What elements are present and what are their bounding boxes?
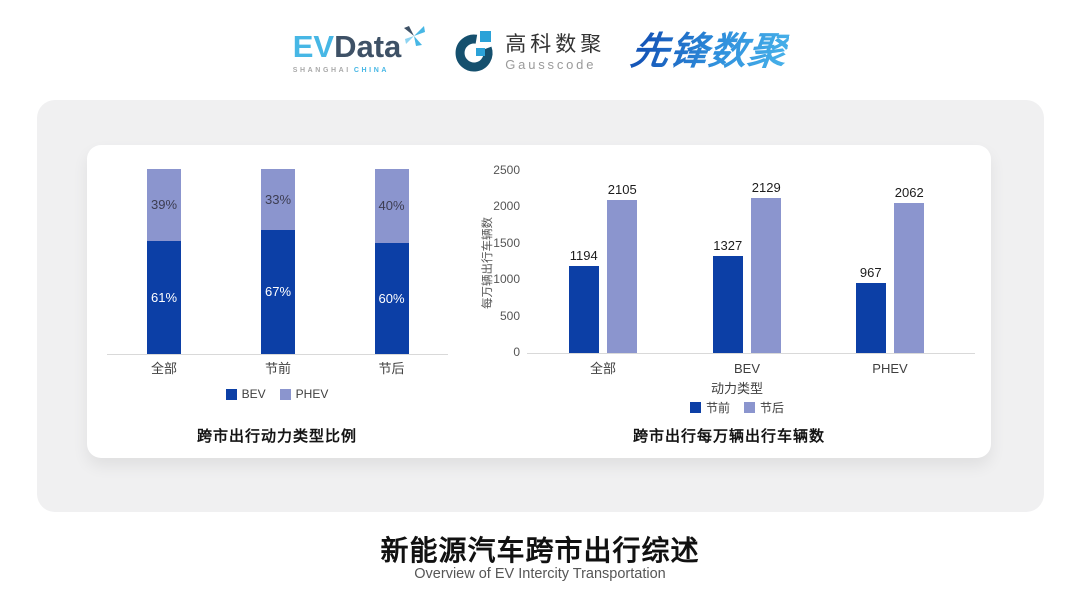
legend-phev-label: PHEV [295,387,329,401]
legend-item-pre-holiday: 节前 [689,399,730,416]
phev-swatch-icon [279,388,291,400]
pre-value-label-BEV: 1327 [713,238,743,253]
bev-value-label-节后: 60% [378,290,405,306]
right-category-label-BEV: BEV [733,361,760,376]
pinwheel-x-icon [404,26,426,46]
evdata-shanghai-text: SHANGHAI [292,67,351,74]
ytick-2500: 2500 [493,163,520,177]
post-value-label-BEV: 2129 [751,180,781,195]
right-category-label-全部: 全部 [589,361,616,376]
bar-post-PHEV [894,203,925,353]
gausscode-wordmark: 高科数聚 Gausscode [505,33,605,72]
logo-bar: EV Data SHANGHAI CHINA 高科数聚 Gausscod [0,22,1080,82]
ytick-2000: 2000 [493,199,520,214]
bar-bev-节前 [261,230,295,354]
bar-phev-全部 [147,169,181,241]
gausscode-g-icon [455,31,493,72]
legend-item-post-holiday: 节后 [744,399,784,416]
trips-per-10k-chart: 每万辆出行车辆数 动力类型 节前 节后 跨市出行每万辆出行车辆数 0 500 100… [467,145,991,458]
left-category-label-全部: 全部 [150,361,177,376]
evdata-subtext: SHANGHAI CHINA [293,67,389,74]
right-chart-title: 跨市出行每万辆出行车辆数 [632,428,825,445]
phev-value-label-节后: 40% [378,198,405,213]
ytick-1000: 1000 [493,272,520,287]
gausscode-en-text: Gausscode [505,56,597,72]
ytick-0: 0 [513,345,520,359]
right-x-axis-line [527,353,975,354]
phev-value-label-节前: 33% [264,191,292,207]
post-holiday-swatch-icon [744,402,755,413]
post-value-label-全部: 2105 [607,182,637,197]
gausscode-logo: 高科数聚 Gausscode [452,29,605,75]
bar-pre-BEV [712,256,743,353]
gausscode-cn-text: 高科数聚 [505,32,606,56]
right-x-axis-label: 动力类型 [710,381,763,396]
bev-swatch-icon [225,388,237,400]
legend-bev-label: BEV [241,387,266,401]
legend-item-bev: BEV [225,387,266,401]
evdata-logo: EV Data SHANGHAI CHINA [292,26,427,74]
bar-pre-PHEV [855,283,886,353]
main-title: 新能源汽车跨市出行综述 [380,535,700,566]
evdata-wordmark: EV Data [292,26,427,64]
bar-post-BEV [751,198,782,353]
ytick-500: 500 [499,308,520,323]
legend-post-holiday-label: 节后 [760,401,785,415]
power-type-ratio-chart: BEV PHEV 跨市出行动力类型比例 39% 61% 全部 33% 67% 节前 40% 6… [87,145,467,458]
left-x-axis-line [107,354,448,355]
pioneer-wordmark-text: 先锋数聚 [628,31,791,73]
subtitle: Overview of EV Intercity Transportation [414,566,666,582]
post-value-label-PHEV: 2062 [894,185,924,200]
bar-pre-全部 [568,266,599,353]
bev-value-label-全部: 61% [150,289,178,305]
charts-panel: BEV PHEV 跨市出行动力类型比例 39% 61% 全部 33% 67% 节前 40% 6… [87,145,991,458]
pre-value-label-PHEV: 967 [859,265,882,280]
right-category-label-PHEV: PHEV [872,361,908,376]
evdata-data-text: Data [334,29,402,64]
phev-value-label-全部: 39% [150,197,178,212]
bar-post-全部 [607,200,638,353]
left-category-label-节前: 节前 [264,361,291,376]
pioneer-logo: 先锋数聚 [628,30,791,74]
bar-bev-全部 [147,241,181,354]
right-y-axis-label: 每万辆出行车辆数 [482,217,494,309]
left-chart-legend: BEV PHEV [87,387,467,401]
ytick-1500: 1500 [493,235,520,250]
bev-value-label-节前: 67% [264,284,292,299]
left-chart-title: 跨市出行动力类型比例 [196,428,357,445]
right-chart-legend: 节前 节后 [467,399,1007,416]
evdata-ev-text: EV [292,29,335,64]
legend-item-phev: PHEV [279,387,329,401]
bar-phev-节后 [374,169,409,243]
evdata-china-text: CHINA [353,67,390,74]
legend-pre-holiday-label: 节前 [705,401,730,415]
bar-bev-节后 [374,243,409,354]
bar-phev-节前 [261,169,295,230]
content-card: BEV PHEV 跨市出行动力类型比例 39% 61% 全部 33% 67% 节前 40% 6… [37,100,1044,512]
pre-value-label-全部: 1194 [569,248,598,263]
left-category-label-节后: 节后 [378,361,405,376]
pre-holiday-swatch-icon [689,402,701,413]
